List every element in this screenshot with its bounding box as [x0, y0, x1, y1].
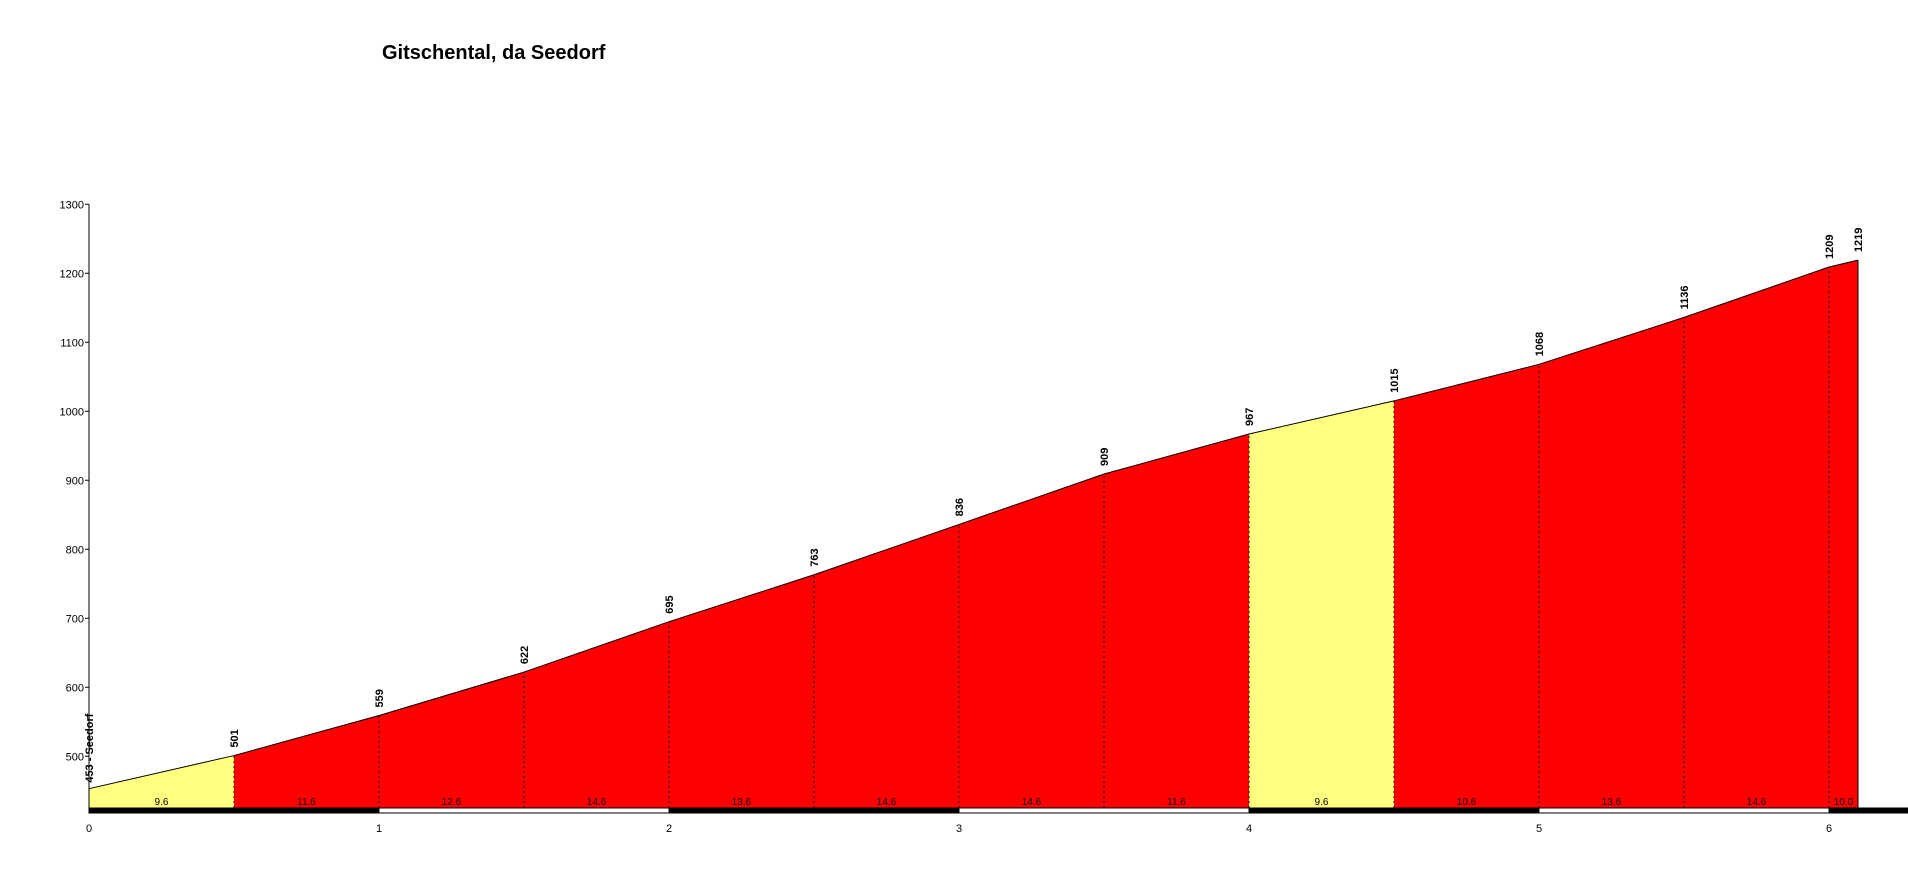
gradient-label: 14.6	[1022, 797, 1042, 808]
distance-bar-block	[1248, 807, 1540, 814]
elevation-label: 763	[809, 548, 821, 566]
distance-bar-block	[1538, 807, 1830, 814]
profile-segment-11	[1684, 267, 1829, 808]
elevation-label: 1136	[1679, 286, 1691, 310]
elevation-label: 1015	[1389, 368, 1401, 392]
distance-bar-block	[668, 807, 960, 814]
elevation-label: 1068	[1534, 332, 1546, 356]
elevation-label: 559	[374, 689, 386, 707]
gradient-label: 10.6	[1457, 797, 1477, 808]
y-tick-label: 700	[66, 613, 84, 625]
elevation-label: 967	[1244, 408, 1256, 426]
x-tick-label: 4	[1246, 823, 1252, 835]
gradient-label: 13.6	[1602, 797, 1622, 808]
distance-bar-block	[378, 807, 670, 814]
x-tick-label: 0	[86, 823, 92, 835]
profile-segment-1	[234, 715, 379, 808]
elevation-label: 501	[229, 729, 241, 747]
x-tick-label: 6	[1826, 823, 1832, 835]
profile-outline	[88, 259, 1859, 790]
profile-segment-3	[524, 621, 669, 808]
profile-segment-4	[669, 574, 814, 808]
y-tick-label: 900	[66, 475, 84, 487]
x-tick-label: 2	[666, 823, 672, 835]
y-tick-label: 1200	[60, 268, 84, 280]
elevation-label: 836	[954, 498, 966, 516]
y-tick-label: 1000	[60, 406, 84, 418]
gradient-label: 13.6	[732, 797, 752, 808]
gradient-label: 9.6	[1315, 797, 1329, 808]
elevation-label: 622	[519, 646, 531, 664]
profile-segment-2	[379, 672, 524, 808]
elevation-label: 1209	[1824, 235, 1836, 259]
distance-bar-block	[88, 807, 380, 814]
x-tick-label: 5	[1536, 823, 1542, 835]
gradient-label: 11.6	[297, 797, 316, 808]
distance-bar-block	[958, 807, 1250, 814]
elevation-label: 909	[1099, 448, 1111, 466]
y-tick-label: 1300	[60, 199, 84, 211]
gradient-label: 12.6	[442, 797, 462, 808]
gradient-label: 11.6	[1167, 797, 1186, 808]
y-tick-label: 1100	[60, 337, 84, 349]
y-tick-label: 800	[66, 544, 84, 556]
profile-segment-7	[1104, 434, 1249, 808]
x-tick-label: 1	[376, 823, 382, 835]
gradient-label: 9.6	[155, 797, 169, 808]
distance-bar-block	[1828, 807, 1908, 814]
profile-segment-9	[1394, 364, 1539, 808]
elevation-label: 1219	[1853, 228, 1865, 252]
y-tick-label: 600	[66, 682, 84, 694]
profile-segment-6	[959, 474, 1104, 808]
profile-segment-0	[89, 755, 234, 808]
gradient-label: 10.0	[1834, 797, 1854, 808]
profile-segment-8	[1249, 400, 1394, 808]
profile-segment-10	[1539, 317, 1684, 808]
start-elevation-label: 453 - Seedorf	[84, 713, 96, 782]
gradient-label: 14.6	[587, 797, 607, 808]
elevation-label: 695	[664, 595, 676, 613]
chart-title: Gitschental, da Seedorf	[382, 42, 606, 64]
profile-segment-12	[1829, 260, 1858, 808]
x-tick-label: 3	[956, 823, 962, 835]
gradient-label: 14.6	[1747, 797, 1767, 808]
profile-segment-5	[814, 524, 959, 808]
gradient-label: 14.6	[877, 797, 897, 808]
y-tick-label: 500	[66, 751, 84, 763]
